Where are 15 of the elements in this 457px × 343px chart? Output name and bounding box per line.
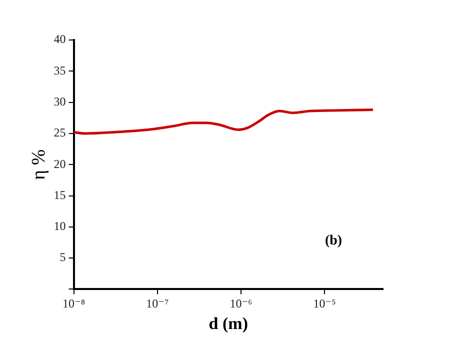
y-tick-label: 40 [54, 32, 66, 46]
y-tick-label: 15 [54, 188, 66, 202]
y-tick-label: 20 [54, 156, 66, 171]
y-tick-label: 5 [60, 250, 66, 264]
y-tick-label: 35 [54, 63, 66, 78]
annotation: (b) [324, 233, 342, 248]
x-tick-label: 10⁻⁵ [313, 296, 336, 311]
y-axis-title: η % [28, 149, 50, 180]
x-tick-label: 10⁻⁶ [230, 296, 252, 311]
y-tick-label: 30 [54, 94, 66, 108]
x-tick-label: 10⁻⁷ [146, 296, 169, 311]
x-tick-label: 10⁻⁸ [62, 296, 86, 311]
y-tick-label: 25 [54, 126, 66, 140]
x-axis-title: d (m) [208, 314, 248, 334]
y-tick-label: 10 [54, 219, 66, 234]
